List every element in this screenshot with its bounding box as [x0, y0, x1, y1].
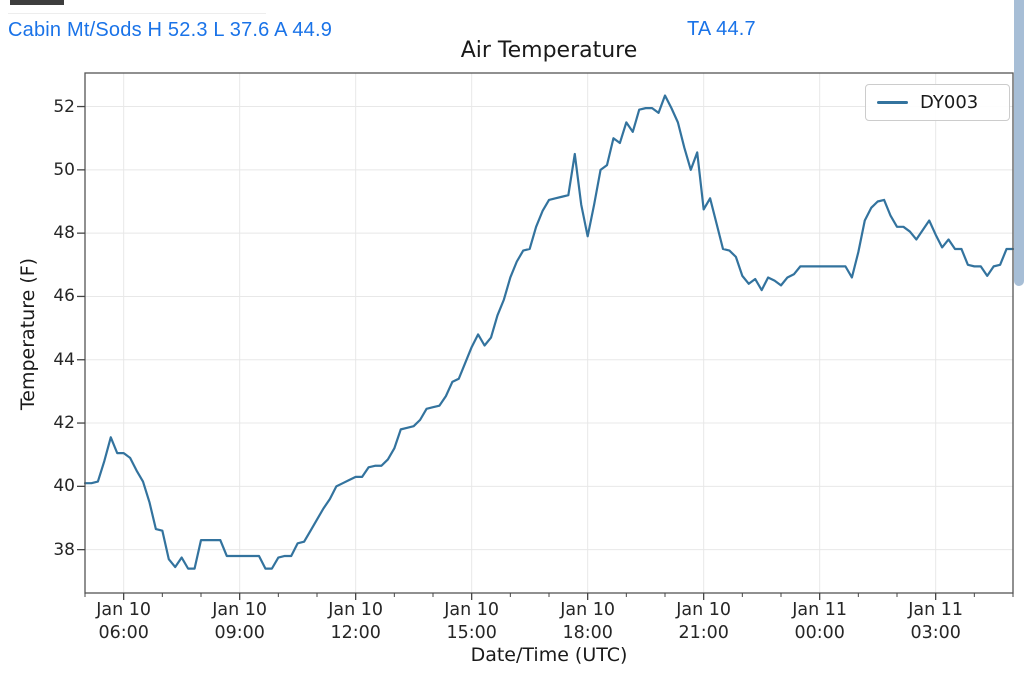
- x-tick-label: Jan 10 06:00: [79, 599, 169, 645]
- x-axis-label: Date/Time (UTC): [470, 644, 628, 666]
- x-tick-label-time: 03:00: [910, 623, 961, 643]
- x-tick-label: Jan 11 00:00: [775, 599, 865, 645]
- y-tick-label: 42: [53, 413, 75, 434]
- legend: DY003: [865, 84, 1010, 121]
- x-tick-label: Jan 10 15:00: [427, 599, 517, 645]
- scrollbar[interactable]: [1014, 0, 1024, 286]
- x-tick-label-date: Jan 10: [96, 600, 152, 620]
- legend-line-sample-icon: [877, 101, 908, 104]
- temperature-series-line: [83, 94, 1015, 570]
- y-tick-label: 46: [53, 286, 75, 307]
- legend-series-label: DY003: [920, 92, 979, 113]
- station-summary-text: Cabin Mt/Sods H 52.3 L 37.6 A 44.9: [8, 19, 333, 41]
- x-tick-label: Jan 10 21:00: [659, 599, 749, 645]
- x-tick-label-date: Jan 10: [560, 600, 616, 620]
- header-divider-line: [8, 13, 266, 14]
- x-tick-label-time: 06:00: [98, 623, 149, 643]
- x-tick-label-date: Jan 10: [676, 600, 732, 620]
- y-tick-label: 38: [53, 539, 75, 560]
- y-tick-label: 40: [53, 476, 75, 497]
- x-tick-label: Jan 10 12:00: [311, 599, 401, 645]
- chart-title: Air Temperature: [460, 38, 638, 63]
- y-tick-label: 52: [53, 96, 75, 117]
- x-tick-label: Jan 11 03:00: [891, 599, 981, 645]
- x-tick-label-date: Jan 10: [212, 600, 268, 620]
- y-tick-label: 44: [53, 349, 75, 370]
- x-tick-label-time: 12:00: [330, 623, 381, 643]
- x-tick-label-time: 18:00: [562, 623, 613, 643]
- plot-border: [84, 72, 1014, 594]
- x-tick-label-time: 21:00: [678, 623, 729, 643]
- x-tick-label-date: Jan 10: [328, 600, 384, 620]
- y-axis-label: Temperature (F): [17, 257, 39, 411]
- x-tick-label: Jan 10 18:00: [543, 599, 633, 645]
- ta-reading-text: TA 44.7: [687, 18, 756, 40]
- status-bar-artifact: [10, 0, 64, 5]
- y-tick-label: 50: [53, 159, 75, 180]
- y-tick-label: 48: [53, 223, 75, 244]
- x-tick-label-date: Jan 10: [444, 600, 500, 620]
- x-tick-label: Jan 10 09:00: [195, 599, 285, 645]
- x-tick-label-date: Jan 11: [792, 600, 848, 620]
- x-tick-label-time: 09:00: [214, 623, 265, 643]
- x-tick-label-date: Jan 11: [908, 600, 964, 620]
- x-tick-label-time: 15:00: [446, 623, 497, 643]
- x-tick-label-time: 00:00: [794, 623, 845, 643]
